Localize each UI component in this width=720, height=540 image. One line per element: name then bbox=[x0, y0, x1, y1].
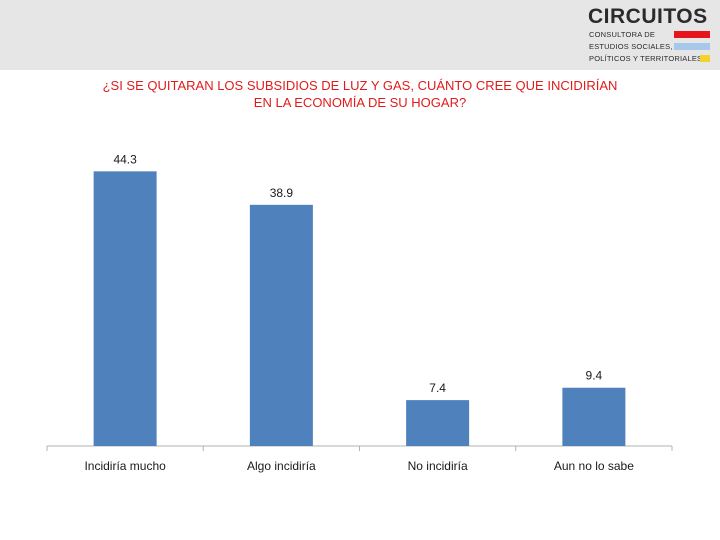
category-label: Aun no lo sabe bbox=[554, 459, 634, 473]
circuitos-logo: CIRCUITOS CONSULTORA DE ESTUDIOS SOCIALE… bbox=[588, 6, 714, 66]
bar-3 bbox=[406, 400, 470, 446]
logo-yellow-stripe bbox=[700, 55, 710, 62]
logo-red-stripe bbox=[674, 31, 710, 38]
logo-wordmark: CIRCUITOS bbox=[588, 5, 708, 28]
logo-tagline-3: POLÍTICOS Y TERRITORIALES bbox=[589, 54, 703, 63]
chart-title-line-1: ¿SI SE QUITARAN LOS SUBSIDIOS DE LUZ Y G… bbox=[102, 78, 618, 93]
bar-value-label: 9.4 bbox=[586, 369, 603, 383]
category-label: Algo incidiría bbox=[247, 459, 316, 473]
logo-tagline-2: ESTUDIOS SOCIALES, bbox=[589, 42, 673, 51]
bar-value-label: 44.3 bbox=[113, 152, 137, 166]
category-label: No incidiría bbox=[408, 459, 468, 473]
chart-title: ¿SI SE QUITARAN LOS SUBSIDIOS DE LUZ Y G… bbox=[60, 77, 660, 111]
bar-1 bbox=[93, 171, 157, 446]
logo-tagline-1: CONSULTORA DE bbox=[589, 30, 656, 39]
chart-title-line-2: EN LA ECONOMÍA DE SU HOGAR? bbox=[253, 95, 467, 110]
bar-4 bbox=[562, 387, 626, 446]
header-band bbox=[0, 0, 720, 70]
bar-value-label: 7.4 bbox=[429, 381, 446, 395]
logo-blue-stripe bbox=[674, 43, 710, 50]
category-label: Incidiría mucho bbox=[84, 459, 166, 473]
bar-2 bbox=[249, 204, 313, 446]
bar-value-label: 38.9 bbox=[270, 186, 294, 200]
